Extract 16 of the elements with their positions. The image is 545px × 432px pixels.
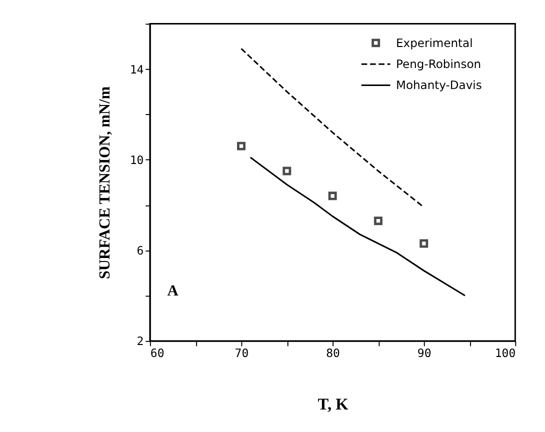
legend-label: Mohanty-Davis — [396, 78, 482, 92]
annotation: A — [167, 282, 178, 300]
y-tick-label: 6 — [136, 244, 144, 258]
x-tick-label: 60 — [150, 346, 164, 360]
x-tick-label: 90 — [417, 346, 432, 360]
legend-label: Experimental — [396, 36, 473, 50]
y-tick-label: 14 — [130, 62, 144, 76]
x-tick-label: 70 — [234, 346, 249, 360]
y-axis-title: SURFACE TENSION, mN/m — [96, 86, 114, 280]
x-axis-title: T, K — [318, 394, 349, 414]
y-tick-label: 2 — [136, 334, 144, 348]
x-tick-label: 100 — [494, 346, 516, 360]
x-tick-label: 80 — [326, 346, 340, 360]
legend-label: Peng-Robinson — [396, 56, 482, 71]
line-series — [250, 156, 466, 296]
y-tick-label: 10 — [130, 152, 144, 167]
